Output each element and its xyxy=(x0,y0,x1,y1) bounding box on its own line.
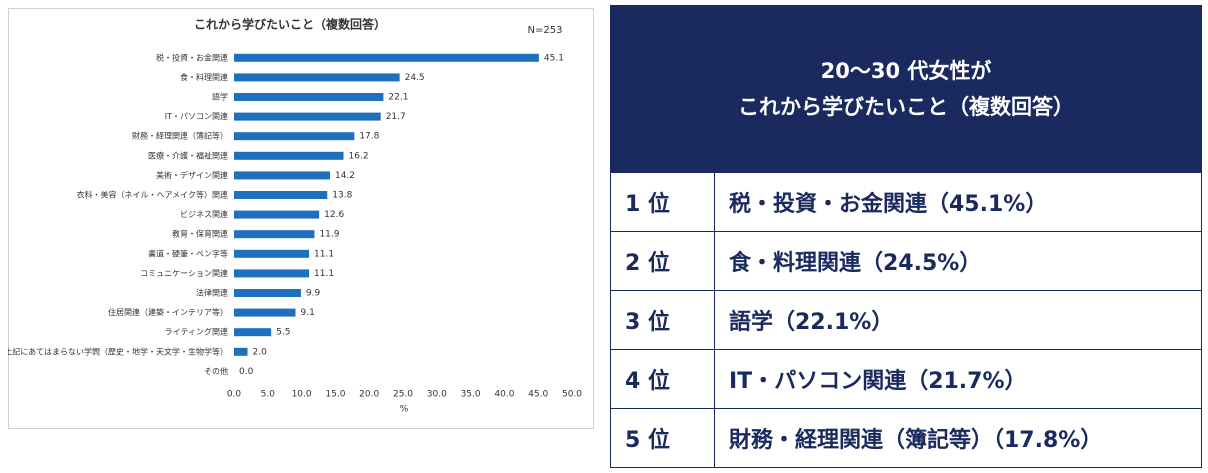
x-tick-label: 0.0 xyxy=(227,390,242,400)
bar xyxy=(234,112,381,121)
bar xyxy=(234,171,330,180)
value-label: 11.1 xyxy=(314,269,334,279)
value-label: 11.1 xyxy=(314,249,334,259)
bar xyxy=(234,230,315,239)
table-row: 3 位語学（22.1%） xyxy=(610,289,1202,350)
value-label: 12.6 xyxy=(324,210,344,220)
x-tick-label: 25.0 xyxy=(393,390,413,400)
rank-cell: 3 位 xyxy=(610,289,715,350)
value-label: 9.1 xyxy=(301,308,315,318)
y-tick-label: 上記にあてはまらない学問（歴史・地学・天文学・生物学等） xyxy=(8,346,228,356)
header-line: 20～30 代女性が xyxy=(820,58,992,83)
value-label: 22.1 xyxy=(388,93,408,103)
x-tick-label: 35.0 xyxy=(461,390,481,400)
x-tick-label: 20.0 xyxy=(359,390,379,400)
y-tick-label: 衣料・美容（ネイル・ヘアメイク等）関連 xyxy=(77,190,228,200)
value-label: 5.5 xyxy=(276,328,290,338)
bar xyxy=(234,347,248,356)
y-tick-label: 書道・硬筆・ペン字等 xyxy=(148,248,228,258)
x-tick-label: 45.0 xyxy=(528,390,548,400)
bar xyxy=(234,53,539,62)
x-tick-label: 50.0 xyxy=(562,390,582,400)
x-tick-label: 5.0 xyxy=(261,390,276,400)
y-tick-label: 住居関連（建築・インテリア等） xyxy=(108,307,228,317)
x-tick-label: 15.0 xyxy=(325,390,345,400)
rank-cell: 4 位 xyxy=(610,348,715,409)
table-row: 4 位 IT・パソコン関連（21.7%） xyxy=(610,348,1202,409)
chart-title: これから学びたいこと（複数回答） xyxy=(194,17,386,32)
y-tick-label: 医療・介護・福祉関連 xyxy=(148,150,228,160)
value-label: 9.9 xyxy=(306,289,321,299)
value-label: 13.8 xyxy=(332,191,352,201)
item-cell: 食・料理関連（24.5%） xyxy=(714,230,1202,291)
bar xyxy=(234,93,384,101)
ranking-table: 20～30 代女性が これから学びたいこと（複数回答） 1 位税・投資・お金関連… xyxy=(610,5,1202,469)
x-tick-label: 30.0 xyxy=(427,390,447,400)
y-tick-label: 食・料理関連 xyxy=(180,72,228,82)
table-row: 1 位税・投資・お金関連（45.1%） xyxy=(610,171,1202,232)
bar xyxy=(234,308,296,317)
value-label: 17.8 xyxy=(359,132,379,142)
bar xyxy=(234,191,328,199)
y-tick-label: 法律関連 xyxy=(196,288,228,298)
value-label: 2.0 xyxy=(253,347,268,357)
bar xyxy=(234,210,320,219)
bar xyxy=(234,132,355,141)
y-tick-label: その他 xyxy=(204,366,228,376)
rank-cell: 2 位 xyxy=(610,230,715,291)
y-tick-label: IT・パソコン関連 xyxy=(165,111,228,121)
header-line: これから学びたいこと（複数回答） xyxy=(738,94,1074,119)
bar xyxy=(234,73,400,82)
bar xyxy=(234,328,272,337)
value-label: 11.9 xyxy=(319,230,339,240)
bar xyxy=(234,289,301,297)
y-tick-label: 税・投資・お金関連 xyxy=(156,52,228,62)
bar xyxy=(234,151,344,160)
chart: これから学びたいこと（複数回答） N=253 % 0.0 5.0 10.0 15.0 2… xyxy=(8,8,594,429)
x-tick-label: 40.0 xyxy=(494,390,514,400)
rank-cell: 1 位 xyxy=(610,171,715,232)
item-cell: IT・パソコン関連（21.7%） xyxy=(714,348,1202,409)
table-row: 5 位財務・経理関連（簿記等）（17.8%） xyxy=(610,407,1202,469)
value-label: 21.7 xyxy=(386,112,406,122)
table-row: 2 位食・料理関連（24.5%） xyxy=(610,230,1202,291)
y-tick-label: ライティング関連 xyxy=(165,327,228,337)
item-cell: 語学（22.1%） xyxy=(714,289,1202,350)
value-label: 24.5 xyxy=(405,73,425,83)
value-label: 14.2 xyxy=(335,171,355,181)
y-tick-label: コミュニケーション関連 xyxy=(140,268,228,278)
x-tick-label: 10.0 xyxy=(292,390,312,400)
y-tick-label: 美術・デザイン関連 xyxy=(156,170,228,180)
item-cell: 税・投資・お金関連（45.1%） xyxy=(714,171,1202,232)
y-tick-label: 教育・保育関連 xyxy=(172,229,228,239)
bar xyxy=(234,269,310,278)
bar xyxy=(234,249,310,258)
table-header: 20～30 代女性が これから学びたいこと（複数回答） xyxy=(610,5,1202,173)
value-label: 45.1 xyxy=(544,53,564,63)
value-label: 16.2 xyxy=(349,151,369,161)
x-axis-label: % xyxy=(400,405,409,415)
y-tick-label: 語学 xyxy=(212,92,228,102)
y-tick-label: 財務・経理関連（簿記等） xyxy=(132,131,228,141)
annotation: N=253 xyxy=(528,25,563,36)
y-tick-label: ビジネス関連 xyxy=(180,209,228,219)
value-label: 0.0 xyxy=(239,367,254,377)
item-cell: 財務・経理関連（簿記等）（17.8%） xyxy=(714,407,1202,469)
rank-cell: 5 位 xyxy=(610,407,715,469)
